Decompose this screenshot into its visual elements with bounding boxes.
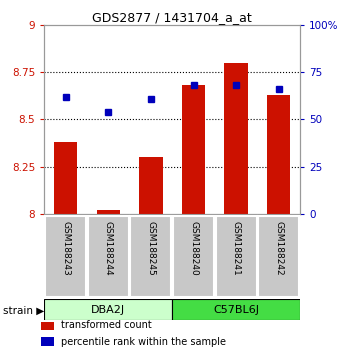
Text: GSM188241: GSM188241 [232, 221, 241, 276]
Bar [139, 157, 163, 214]
Bar [258, 216, 299, 297]
Bar [172, 299, 300, 320]
Text: GSM188245: GSM188245 [146, 221, 155, 276]
Bar [45, 216, 86, 297]
Bar [41, 337, 54, 346]
Text: GSM188243: GSM188243 [61, 221, 70, 276]
Text: strain ▶: strain ▶ [3, 306, 45, 316]
Bar [44, 299, 172, 320]
Text: percentile rank within the sample: percentile rank within the sample [61, 337, 226, 347]
Bar [88, 216, 129, 297]
Bar [224, 63, 248, 214]
Bar [216, 216, 257, 297]
Bar [267, 95, 291, 214]
Text: transformed count: transformed count [61, 320, 152, 330]
Text: GSM188242: GSM188242 [274, 221, 283, 276]
Text: GSM188240: GSM188240 [189, 221, 198, 276]
Text: C57BL6J: C57BL6J [213, 305, 259, 315]
Text: GSM188244: GSM188244 [104, 221, 113, 276]
Bar [97, 210, 120, 214]
Title: GDS2877 / 1431704_a_at: GDS2877 / 1431704_a_at [92, 11, 252, 24]
Bar [182, 85, 205, 214]
Bar [130, 216, 172, 297]
Bar [54, 142, 77, 214]
Text: DBA2J: DBA2J [91, 305, 125, 315]
Bar [173, 216, 214, 297]
Bar [41, 321, 54, 330]
